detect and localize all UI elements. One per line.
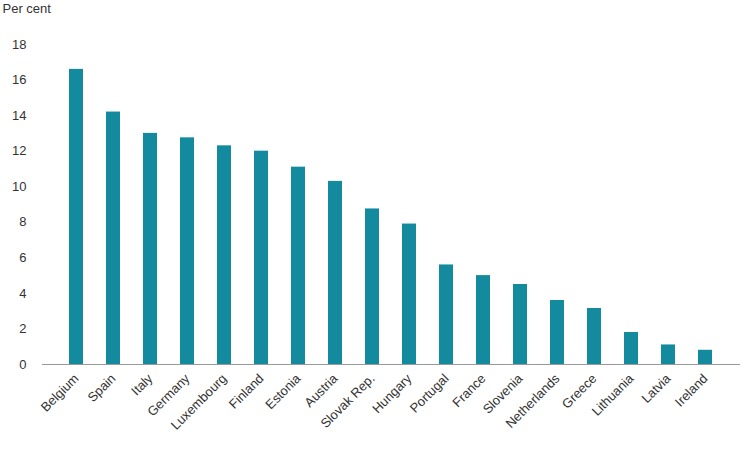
svg-text:Greece: Greece [558, 370, 600, 412]
svg-text:16: 16 [12, 72, 26, 87]
svg-text:Ireland: Ireland [672, 371, 711, 410]
svg-text:Portugal: Portugal [407, 371, 452, 416]
svg-text:6: 6 [19, 250, 26, 265]
svg-text:0: 0 [19, 357, 26, 372]
svg-text:Luxembourg: Luxembourg [168, 371, 230, 433]
svg-text:Germany: Germany [144, 370, 193, 420]
svg-text:Netherlands: Netherlands [502, 370, 563, 431]
svg-text:France: France [449, 370, 489, 410]
svg-text:8: 8 [19, 214, 26, 229]
svg-text:Estonia: Estonia [262, 370, 304, 412]
svg-text:Slovenia: Slovenia [479, 370, 526, 417]
svg-text:Slovak Rep.: Slovak Rep. [317, 371, 377, 431]
svg-text:Finland: Finland [226, 371, 267, 412]
svg-text:14: 14 [12, 108, 26, 123]
svg-text:Per cent: Per cent [3, 1, 52, 16]
svg-text:Italy: Italy [128, 370, 156, 398]
svg-text:Lithuania: Lithuania [589, 370, 637, 418]
svg-text:Belgium: Belgium [38, 371, 82, 415]
svg-text:Hungary: Hungary [369, 370, 415, 416]
svg-text:4: 4 [19, 286, 26, 301]
svg-text:12: 12 [12, 143, 26, 158]
svg-text:18: 18 [12, 37, 26, 52]
svg-text:Austria: Austria [301, 370, 341, 410]
svg-text:Spain: Spain [84, 371, 118, 405]
svg-text:Latvia: Latvia [638, 370, 674, 406]
svg-text:2: 2 [19, 321, 26, 336]
svg-text:10: 10 [12, 179, 26, 194]
